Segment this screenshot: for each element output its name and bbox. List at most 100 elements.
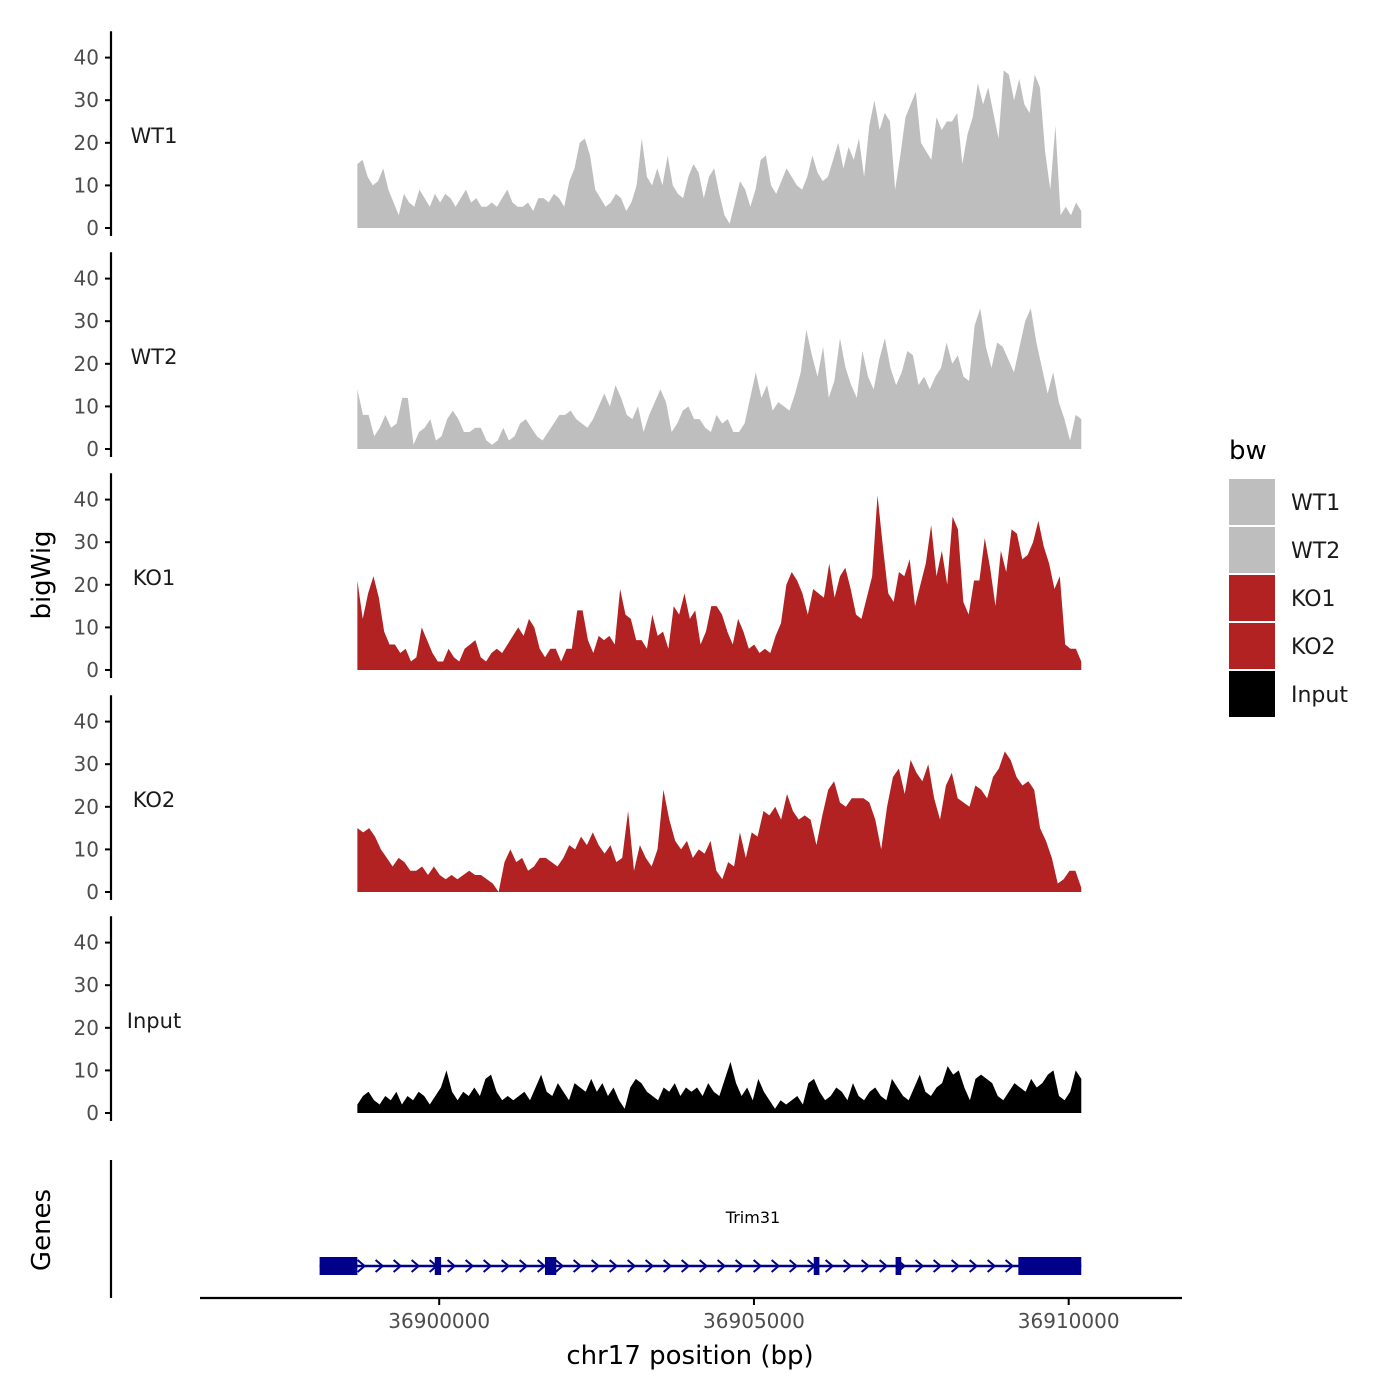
track-wt2: 0 10 20 30 40	[74, 252, 1082, 461]
strand-arrow	[752, 1259, 763, 1273]
legend: bw WT1 WT2 KO1 KO2 Input	[1229, 436, 1348, 717]
y-tick-label: 40	[74, 931, 99, 955]
strand-arrow	[968, 1259, 979, 1273]
y-tick-label: 0	[86, 880, 99, 904]
x-tick-label: 36900000	[388, 1309, 490, 1333]
y-tick-label: 20	[74, 795, 99, 819]
y-tick-label: 40	[74, 267, 99, 291]
legend-swatch-ko2	[1229, 623, 1275, 669]
x-axis-title: chr17 position (bp)	[566, 1341, 813, 1371]
y-tick-label: 30	[74, 973, 99, 997]
y-tick-label: 20	[74, 573, 99, 597]
y-tick-label: 40	[74, 46, 99, 70]
legend-swatch-ko1	[1229, 575, 1275, 621]
signal-area-wt2	[357, 308, 1082, 449]
strand-arrow	[626, 1259, 637, 1273]
track-label-wt1: WT1	[131, 124, 178, 148]
track-label-input: Input	[127, 1009, 181, 1033]
strand-arrow	[536, 1259, 547, 1273]
legend-swatch-wt2	[1229, 527, 1275, 573]
legend-swatch-wt1	[1229, 479, 1275, 525]
genes-panel: Genes Trim31	[27, 1160, 1082, 1298]
legend-label-wt1: WT1	[1291, 491, 1340, 516]
legend-swatch-input	[1229, 671, 1275, 717]
signal-area-wt1	[357, 70, 1082, 228]
strand-arrow	[788, 1259, 799, 1273]
x-axis: 36900000 36905000 36910000 chr17 position …	[200, 1296, 1182, 1371]
strand-arrow	[644, 1259, 655, 1273]
signal-area-ko1	[357, 495, 1082, 670]
track-label-wt2: WT2	[131, 345, 178, 369]
signal-area-ko2	[357, 751, 1082, 892]
y-tick-label: 30	[74, 309, 99, 333]
genes-axis-title: Genes	[27, 1189, 57, 1271]
track-label-ko2: KO2	[133, 788, 176, 812]
strand-arrow	[554, 1259, 565, 1273]
y-tick-label: 20	[74, 1016, 99, 1040]
strand-arrow	[1004, 1259, 1015, 1273]
y-axis-title: bigWig	[27, 530, 57, 619]
strand-arrow	[842, 1259, 853, 1273]
y-tick-label: 20	[74, 352, 99, 376]
gene-model	[319, 1257, 1082, 1275]
strand-arrow	[446, 1259, 457, 1273]
strand-arrow	[914, 1259, 925, 1273]
track-ko2: 0 10 20 30 40	[74, 695, 1082, 904]
legend-label-ko1: KO1	[1291, 587, 1336, 612]
gene-exon	[813, 1257, 820, 1275]
strand-arrow	[716, 1259, 727, 1273]
strand-arrow	[392, 1259, 403, 1273]
y-tick-label: 10	[74, 615, 99, 639]
strand-arrow	[734, 1259, 745, 1273]
track-ko1: 0 10 20 30 40	[74, 473, 1082, 682]
track-label-ko1: KO1	[133, 566, 176, 590]
legend-entries: WT1 WT2 KO1 KO2 Input	[1229, 479, 1348, 717]
strand-arrow	[374, 1259, 385, 1273]
strand-arrow	[986, 1259, 997, 1273]
strand-arrow	[932, 1259, 943, 1273]
y-tick-label: 0	[86, 437, 99, 461]
legend-title: bw	[1229, 436, 1267, 466]
y-tick-label: 40	[74, 488, 99, 512]
strand-arrow	[356, 1259, 367, 1273]
legend-label-wt2: WT2	[1291, 539, 1340, 564]
strand-arrow	[662, 1259, 673, 1273]
y-tick-label: 30	[74, 88, 99, 112]
y-tick-label: 10	[74, 173, 99, 197]
gene-exon	[434, 1257, 442, 1275]
strand-arrow	[950, 1259, 961, 1273]
track-wt1: 0 10 20 30 40	[74, 31, 1082, 240]
gene-exon	[544, 1257, 557, 1275]
strand-arrow	[518, 1259, 529, 1273]
strand-arrow	[698, 1259, 709, 1273]
y-tick-label: 10	[74, 837, 99, 861]
signal-tracks: 0 10 20 30 40 0 10 20 30 40 0 10 20 30 40 0 10 20 30 40 0 10 2…	[74, 31, 1082, 1125]
track-input: 0 10 20 30 40	[74, 916, 1082, 1125]
y-tick-label: 30	[74, 530, 99, 554]
y-tick-label: 10	[74, 1058, 99, 1082]
strand-arrow	[464, 1259, 475, 1273]
gene-exon	[319, 1257, 358, 1275]
strand-arrow	[608, 1259, 619, 1273]
strand-arrow	[680, 1259, 691, 1273]
signal-area-input	[357, 1061, 1082, 1113]
strand-arrow	[770, 1259, 781, 1273]
legend-label-input: Input	[1291, 683, 1348, 708]
strand-arrow	[860, 1259, 871, 1273]
y-tick-label: 0	[86, 216, 99, 240]
y-tick-label: 0	[86, 1101, 99, 1125]
track-labels: WT1 WT2 KO1 KO2 Input	[127, 124, 181, 1033]
strand-arrow	[572, 1259, 583, 1273]
legend-label-ko2: KO2	[1291, 635, 1336, 660]
y-tick-label: 10	[74, 394, 99, 418]
y-tick-label: 40	[74, 710, 99, 734]
strand-arrow	[500, 1259, 511, 1273]
y-tick-label: 30	[74, 752, 99, 776]
y-tick-label: 0	[86, 658, 99, 682]
x-tick-label: 36905000	[703, 1309, 805, 1333]
x-ticks: 36900000 36905000 36910000	[388, 1298, 1120, 1333]
strand-arrow	[824, 1259, 835, 1273]
strand-arrow	[878, 1259, 889, 1273]
strand-arrow	[590, 1259, 601, 1273]
